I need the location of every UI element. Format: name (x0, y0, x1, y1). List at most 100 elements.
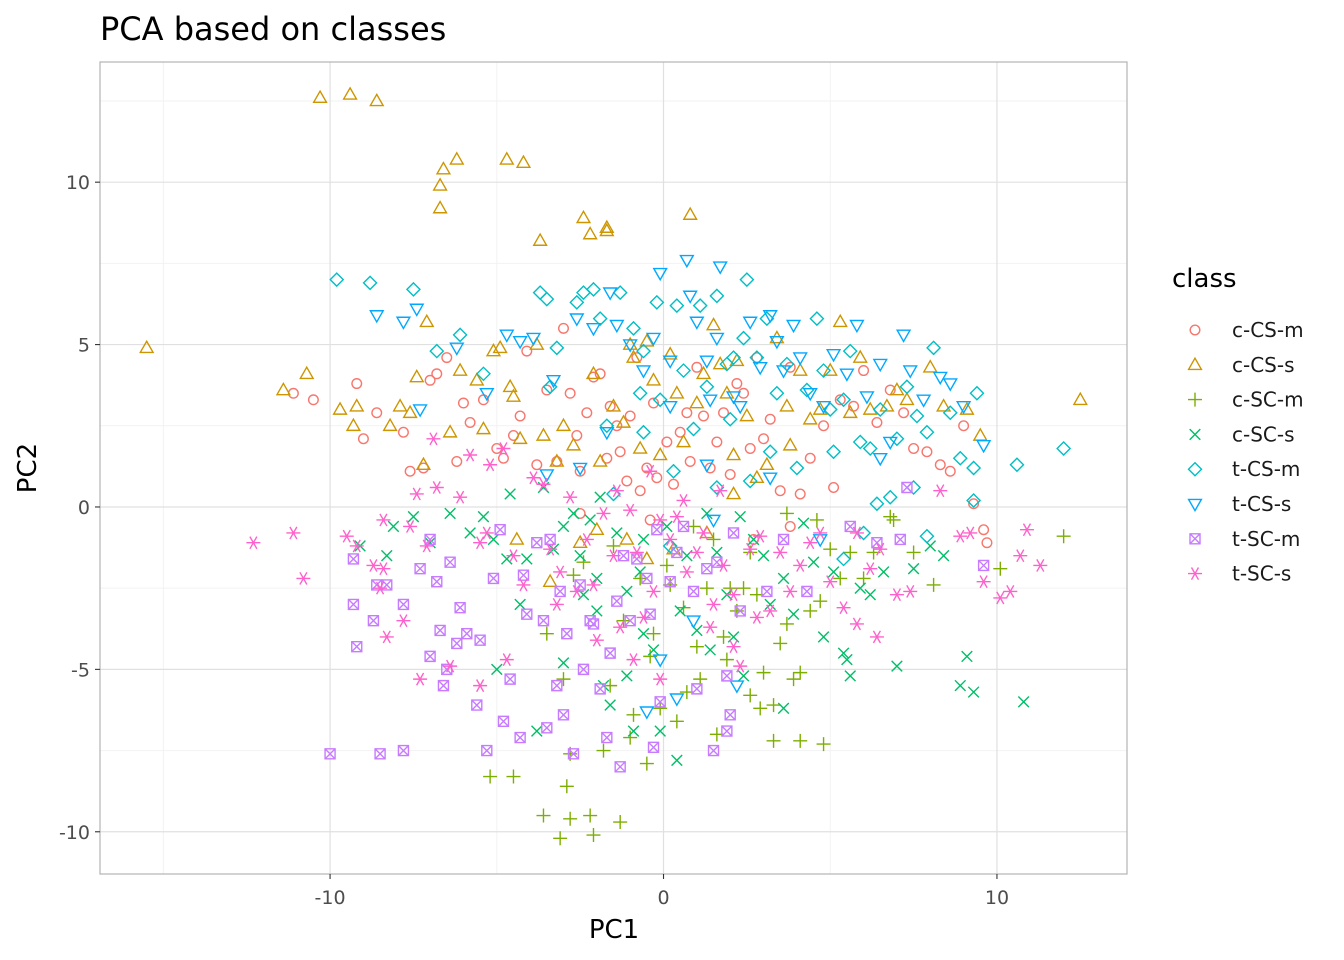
data-point (349, 398, 365, 412)
data-point (487, 533, 500, 546)
data-point (647, 741, 660, 754)
data-point (842, 343, 858, 359)
data-point (701, 507, 713, 520)
series-c-SC-m (483, 506, 1071, 846)
legend-key (1189, 324, 1201, 336)
data-point (380, 549, 393, 562)
data-point (844, 520, 856, 533)
data-point (567, 748, 580, 760)
data-point (809, 311, 825, 327)
data-point (815, 400, 832, 415)
data-point (827, 566, 840, 578)
data-point (686, 421, 702, 437)
data-point (624, 614, 636, 627)
data-point (542, 573, 558, 587)
data-point (725, 446, 742, 461)
legend-label: t-CS-s (1232, 492, 1291, 516)
data-point (449, 342, 465, 356)
data-point (566, 568, 581, 583)
data-point (852, 349, 868, 363)
data-point (749, 469, 765, 484)
data-point (623, 730, 638, 745)
data-point (749, 610, 764, 624)
data-point (763, 604, 778, 618)
data-point (275, 382, 291, 396)
data-point (621, 475, 633, 487)
data-point (922, 359, 938, 373)
data-point (405, 281, 421, 297)
data-point (431, 368, 443, 380)
data-point (671, 754, 683, 767)
data-point (711, 436, 723, 448)
legend-item-t-SC-m: t-SC-m (1189, 527, 1300, 551)
data-point (668, 478, 680, 490)
data-point (877, 566, 890, 578)
data-point (374, 748, 386, 760)
data-point (937, 549, 950, 562)
data-point (822, 362, 838, 376)
data-point (634, 485, 646, 497)
data-point (594, 683, 606, 695)
data-point (442, 424, 458, 438)
data-point (794, 488, 806, 500)
data-point (605, 398, 622, 412)
data-point (792, 362, 808, 376)
data-point (525, 332, 542, 347)
series-t-CS-m (329, 272, 1072, 567)
data-point (736, 581, 751, 596)
data-point (541, 722, 553, 734)
data-point (369, 310, 385, 324)
data-point (836, 601, 851, 615)
data-point (622, 336, 638, 350)
data-point (557, 709, 570, 721)
data-point (966, 460, 982, 476)
data-point (707, 744, 720, 757)
data-point (509, 531, 525, 545)
data-points (139, 86, 1088, 846)
data-point (532, 285, 548, 301)
data-point (718, 407, 730, 419)
data-point (662, 346, 678, 360)
data-point (679, 565, 694, 579)
data-point (749, 350, 765, 366)
data-point (444, 507, 456, 520)
data-point (883, 509, 898, 524)
data-point (766, 698, 781, 713)
data-point (531, 725, 543, 737)
data-point (572, 462, 588, 477)
data-point (332, 401, 348, 415)
data-point (407, 510, 420, 523)
data-point (474, 634, 486, 646)
data-point (895, 329, 912, 343)
data-point (452, 327, 468, 343)
data-point (813, 526, 828, 540)
data-point (369, 92, 385, 107)
data-point (553, 831, 568, 846)
data-point (307, 394, 319, 406)
legend-item-t-CS-s: t-CS-s (1187, 492, 1291, 516)
data-point (435, 161, 452, 175)
y-axis-title: PC2 (13, 443, 43, 493)
data-point (869, 496, 885, 512)
data-point (505, 388, 522, 402)
data-point (606, 549, 621, 563)
data-point (921, 446, 933, 458)
data-point (512, 430, 528, 445)
data-point (549, 597, 564, 611)
data-point (1056, 529, 1071, 544)
data-point (517, 569, 530, 581)
data-point (669, 693, 685, 707)
legend-item-t-CS-m: t-CS-m (1187, 457, 1300, 481)
data-point (392, 398, 408, 412)
data-point (531, 537, 543, 549)
data-point (773, 636, 788, 651)
data-point (514, 410, 526, 422)
legend-label: c-SC-s (1232, 422, 1295, 446)
data-point (613, 620, 628, 634)
data-point (773, 545, 788, 559)
data-point (691, 361, 703, 373)
data-point (453, 490, 468, 504)
data-point (653, 701, 668, 716)
data-point (583, 808, 598, 823)
data-point (487, 572, 500, 585)
